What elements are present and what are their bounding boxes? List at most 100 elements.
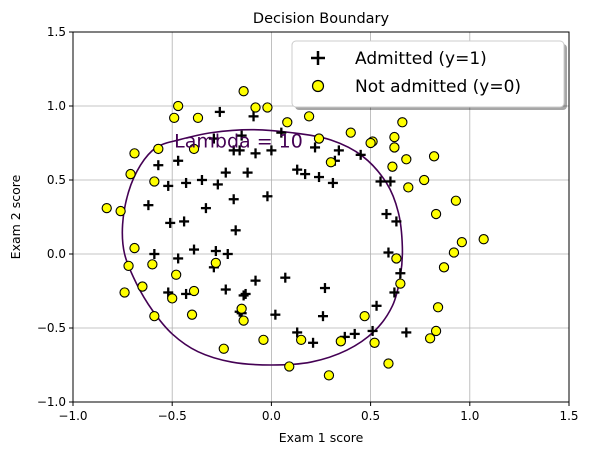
not-admitted-point	[250, 102, 261, 113]
not-admitted-point	[303, 111, 315, 122]
admitted-point	[375, 176, 386, 187]
admitted-point	[220, 167, 231, 178]
y-tick-label: 0.0	[47, 247, 66, 261]
not-admitted-point	[149, 311, 160, 322]
not-admitted-point	[478, 234, 489, 245]
x-tick-label: −1.0	[58, 409, 87, 423]
admitted-point	[310, 142, 321, 153]
legend-not-admitted-label: Not admitted (y=0)	[355, 77, 521, 97]
y-tick-label: 1.0	[47, 99, 66, 113]
not-admitted-point	[365, 137, 376, 149]
admitted-point	[143, 200, 154, 211]
not-admitted-point	[401, 154, 412, 165]
not-admitted-point	[129, 148, 140, 159]
admitted-point	[208, 133, 219, 144]
admitted-point	[395, 268, 406, 279]
not-admitted-point	[387, 161, 398, 172]
legend-not-admitted-marker	[311, 79, 325, 93]
not-admitted-point	[395, 278, 406, 289]
admitted-point	[355, 149, 366, 160]
admitted-point	[276, 127, 287, 138]
not-admitted-point	[345, 127, 356, 138]
not-admitted-point	[430, 208, 442, 220]
decision-boundary	[121, 128, 404, 366]
admitted-point	[300, 169, 311, 180]
y-tick-label: 0.5	[47, 173, 66, 187]
admitted-point	[179, 216, 190, 227]
admitted-point	[248, 111, 259, 122]
legend-admitted-label: Admitted (y=1)	[355, 49, 487, 69]
admitted-point	[401, 327, 412, 338]
legend: Admitted (y=1) Not admitted (y=0)	[291, 40, 567, 110]
axis-ticks: −1.0 −0.5 0.0 0.5 1.0 1.5 −1.0 −0.5 0.0 0.5 1.0 1.5	[37, 25, 579, 423]
admitted-point	[200, 203, 211, 214]
not-admitted-point	[389, 131, 400, 143]
not-admitted-point	[167, 293, 178, 304]
not-admitted-point	[129, 242, 140, 254]
not-admitted-point	[218, 343, 229, 354]
legend-admitted-marker	[311, 51, 325, 65]
not-admitted-point	[236, 303, 247, 314]
admitted-point	[333, 145, 344, 156]
not-admitted-point	[137, 281, 148, 292]
admitted-point	[327, 177, 338, 188]
boundary-curve	[121, 128, 404, 366]
admitted-point	[222, 249, 233, 259]
admitted-point	[383, 247, 394, 258]
not-admitted-point	[169, 112, 180, 123]
admitted-point	[220, 284, 231, 295]
admitted-point	[214, 106, 225, 117]
admitted-point	[196, 175, 207, 185]
plot-frame	[72, 31, 570, 403]
chart-title: Decision Boundary	[253, 11, 390, 27]
admitted-point	[210, 246, 221, 257]
legend-box	[291, 40, 565, 108]
admitted-point	[319, 283, 330, 294]
admitted-point	[173, 155, 184, 166]
admitted-point	[181, 288, 192, 299]
not-admitted-point	[450, 195, 462, 206]
not-admitted-point	[238, 86, 249, 97]
not-admitted-point	[383, 358, 394, 369]
not-admitted-point	[424, 333, 436, 344]
admitted-point	[230, 225, 241, 236]
not-admitted-point	[432, 302, 444, 313]
admitted-point	[238, 290, 249, 301]
admitted-point	[385, 176, 396, 187]
y-tick-label: −1.0	[37, 395, 66, 409]
admitted-point	[163, 180, 174, 191]
not-admitted-point	[430, 325, 442, 337]
admitted-point	[381, 209, 392, 220]
not-admitted-point	[284, 361, 295, 372]
not-admitted-point	[369, 337, 380, 348]
not-admitted-point	[325, 157, 337, 168]
admitted-point	[317, 311, 328, 322]
not-admitted-point	[119, 287, 130, 298]
x-tick-label: 0.0	[262, 409, 281, 423]
admitted-point	[189, 244, 200, 255]
not-admitted-point	[192, 112, 204, 123]
not-admitted-point	[258, 334, 269, 345]
x-tick-label: 1.0	[460, 409, 479, 423]
not-admitted-point	[296, 334, 307, 345]
data-points	[101, 86, 489, 381]
not-admitted-point	[438, 262, 450, 273]
admitted-point	[173, 253, 184, 264]
admitted-point	[389, 287, 400, 298]
not-admitted-point	[153, 143, 164, 155]
not-admitted-point	[186, 309, 198, 320]
not-admitted-point	[262, 102, 273, 113]
x-tick-label: 1.5	[559, 409, 578, 423]
not-admitted-point	[171, 269, 182, 280]
admitted-point	[242, 167, 253, 178]
admitted-point	[292, 327, 303, 338]
admitted-point	[292, 164, 303, 175]
admitted-point	[349, 328, 360, 339]
not-admitted-point	[391, 253, 402, 264]
admitted-point	[236, 130, 247, 141]
admitted-point	[391, 216, 402, 227]
admitted-point	[240, 288, 251, 299]
x-axis-label: Exam 1 score	[279, 430, 364, 445]
not-admitted-point	[428, 151, 440, 162]
admitted-point	[262, 191, 273, 202]
